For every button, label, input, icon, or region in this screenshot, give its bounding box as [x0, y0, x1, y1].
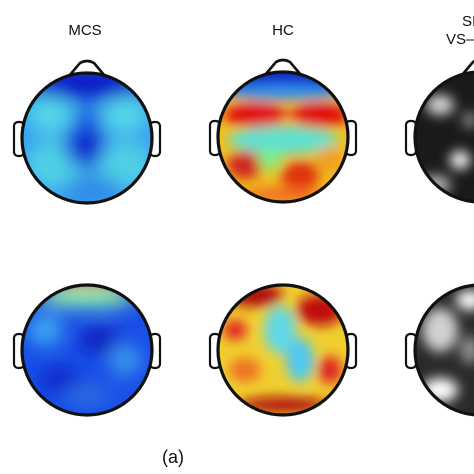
head-outline	[216, 70, 350, 204]
topomap-hc-top	[208, 58, 358, 204]
head-outline	[413, 70, 474, 204]
topomap-mcs-bottom	[12, 283, 162, 417]
topomap-mcs-top	[12, 59, 162, 205]
head-outline	[20, 71, 154, 205]
head-outline	[216, 283, 350, 417]
column-title-third-line1: SI	[462, 13, 474, 30]
figure-caption: (a)	[162, 447, 184, 467]
topomap-third-top	[404, 60, 474, 204]
topomap-hc-bottom	[208, 283, 358, 417]
head-outline	[413, 283, 474, 417]
topomap-third-bottom	[404, 283, 474, 417]
head-outline	[20, 283, 154, 417]
column-title-hc: HC	[272, 22, 294, 39]
column-title-mcs: MCS	[68, 22, 101, 39]
column-title-third-line2: VS–	[446, 31, 474, 48]
